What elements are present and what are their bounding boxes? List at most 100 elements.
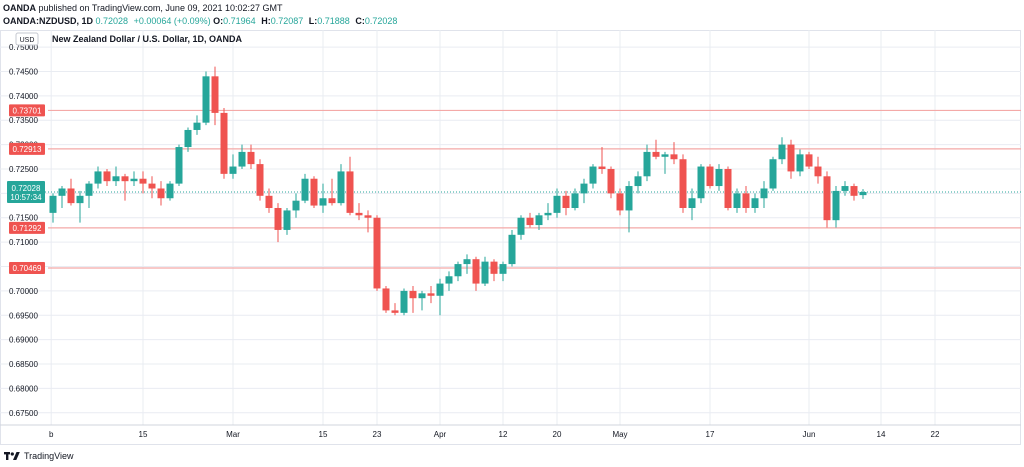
y-tick-label: 0.69000 bbox=[9, 336, 38, 345]
candle-up bbox=[481, 261, 489, 284]
x-tick-label: Apr bbox=[434, 430, 447, 439]
candle-up bbox=[796, 154, 804, 172]
open-value: 0.71964 bbox=[223, 16, 256, 26]
candle-up bbox=[643, 151, 651, 177]
chart-title: New Zealand Dollar / U.S. Dollar, 1D, OA… bbox=[52, 34, 243, 44]
x-tick-label: Jun bbox=[803, 430, 816, 439]
candle-up bbox=[292, 200, 300, 211]
candle-up bbox=[769, 159, 777, 189]
level-price-tag-text: 0.73701 bbox=[13, 106, 42, 115]
candle-down bbox=[706, 166, 714, 187]
candle-up bbox=[778, 144, 786, 160]
y-tick-label: 0.68500 bbox=[9, 360, 38, 369]
candle-up bbox=[229, 166, 237, 174]
candle-down bbox=[382, 288, 390, 311]
x-tick-label: 14 bbox=[877, 430, 886, 439]
y-tick-label: 0.74000 bbox=[9, 92, 38, 101]
y-tick-label: 0.74500 bbox=[9, 67, 38, 76]
candle-up bbox=[733, 193, 741, 208]
candle-up bbox=[337, 171, 345, 204]
candle-up bbox=[859, 191, 867, 196]
candle-up bbox=[517, 217, 525, 235]
candle-up bbox=[580, 183, 588, 194]
candle-up bbox=[175, 147, 183, 184]
candle-up bbox=[454, 264, 462, 277]
x-tick-label: 15 bbox=[139, 430, 148, 439]
candle-up bbox=[760, 188, 768, 199]
candle-up bbox=[166, 183, 174, 199]
candle-up bbox=[544, 212, 552, 216]
y-tick-label: 0.69500 bbox=[9, 311, 38, 320]
x-tick-label: 17 bbox=[706, 430, 715, 439]
low-label: L: bbox=[308, 16, 318, 26]
close-value: 0.72028 bbox=[364, 16, 398, 26]
candle-down bbox=[265, 195, 273, 208]
candle-up bbox=[238, 151, 246, 167]
tradingview-logo-icon[interactable] bbox=[4, 451, 20, 461]
title-layer: USD New Zealand Dollar / U.S. Dollar, 1D,… bbox=[15, 32, 243, 46]
level-price-tag-text: 0.72913 bbox=[13, 145, 42, 154]
candle-down bbox=[409, 290, 417, 299]
y-tick-label: 0.68000 bbox=[9, 384, 38, 393]
level-price-tag bbox=[9, 104, 45, 117]
candle-up bbox=[463, 259, 471, 265]
candle-up bbox=[688, 198, 696, 208]
candle-up bbox=[445, 276, 453, 284]
currency-badge bbox=[15, 32, 39, 46]
candle-up bbox=[634, 176, 642, 187]
candle-up bbox=[751, 198, 759, 208]
candle-up bbox=[841, 186, 849, 191]
candle-up bbox=[697, 166, 705, 199]
candle-down bbox=[787, 144, 795, 172]
chart-header: OANDA published on TradingView.com, June… bbox=[0, 0, 1024, 30]
x-tick-label: 23 bbox=[373, 430, 382, 439]
symbol-text[interactable]: OANDA:NZDUSD, 1D bbox=[3, 16, 93, 26]
candle-down bbox=[355, 212, 363, 216]
candle-down bbox=[850, 186, 858, 196]
candle-down bbox=[526, 217, 534, 226]
candle-down bbox=[607, 168, 615, 194]
currency-badge-text: USD bbox=[20, 37, 35, 44]
candle-down bbox=[562, 195, 570, 208]
last-price-tag bbox=[7, 180, 45, 203]
candle-down bbox=[148, 183, 156, 189]
candle-up bbox=[832, 190, 840, 221]
y-tick-label: 0.73500 bbox=[9, 116, 38, 125]
candle-down bbox=[598, 166, 606, 169]
candle-up bbox=[508, 234, 516, 265]
candle-up bbox=[319, 198, 327, 206]
candle-down bbox=[274, 207, 282, 230]
level-price-tag bbox=[9, 142, 45, 155]
candlestick-chart[interactable]: 0.750000.745000.740000.735000.730000.725… bbox=[0, 30, 1021, 445]
candle-down bbox=[328, 198, 336, 204]
candle-down bbox=[472, 259, 480, 284]
level-price-tag-text: 0.71292 bbox=[13, 224, 42, 233]
footer: TradingView bbox=[4, 449, 74, 463]
candle-up bbox=[625, 186, 633, 211]
candle-down bbox=[121, 176, 129, 182]
candle-up bbox=[301, 178, 309, 201]
high-label: H: bbox=[261, 16, 271, 26]
candle-up bbox=[499, 264, 507, 274]
last-value: 0.72028 bbox=[95, 16, 129, 26]
x-tick-label: 15 bbox=[319, 430, 328, 439]
close-label: C: bbox=[355, 16, 365, 26]
candle-down bbox=[490, 261, 498, 274]
candle-down bbox=[805, 154, 813, 167]
candle-down bbox=[157, 188, 165, 199]
x-tick-label: Mar bbox=[226, 430, 240, 439]
candle-up bbox=[400, 290, 408, 313]
candle-up bbox=[418, 293, 426, 299]
candle-down bbox=[391, 310, 399, 313]
publication-line: OANDA published on TradingView.com, June… bbox=[3, 2, 283, 15]
candle-up bbox=[202, 76, 210, 123]
candle-down bbox=[373, 217, 381, 289]
x-tick-label: 12 bbox=[499, 430, 508, 439]
last-price-text: 0.72028 bbox=[12, 184, 41, 193]
candle-up bbox=[193, 122, 201, 130]
candle-down bbox=[742, 193, 750, 208]
candle-down bbox=[310, 178, 318, 206]
footer-brand[interactable]: TradingView bbox=[24, 451, 74, 461]
x-tick-label: 20 bbox=[553, 430, 562, 439]
y-tick-label: 0.75000 bbox=[9, 43, 38, 52]
